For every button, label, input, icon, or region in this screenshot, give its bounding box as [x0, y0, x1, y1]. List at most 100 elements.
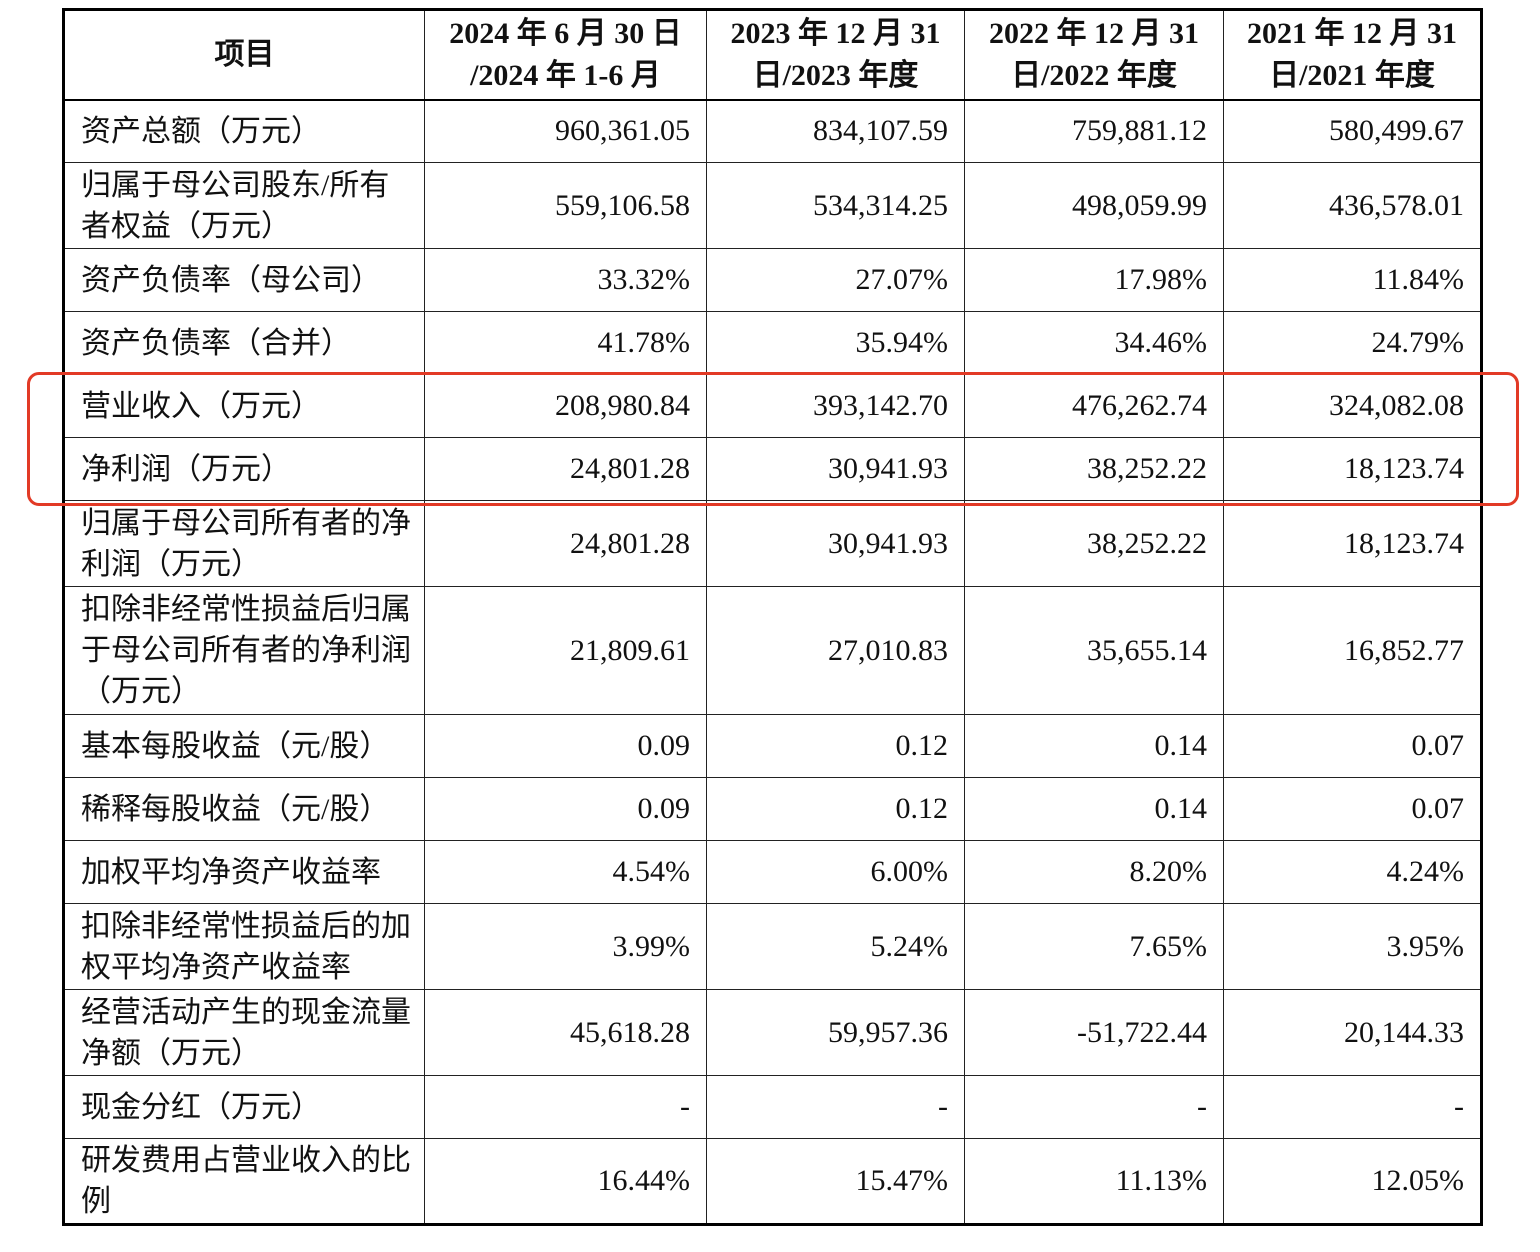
- table-row: 研发费用占营业收入的比例 16.44% 15.47% 11.13% 12.05%: [62, 1138, 1483, 1226]
- cell-value: 3.95%: [1223, 903, 1483, 990]
- table-row: 基本每股收益（元/股） 0.09 0.12 0.14 0.07: [62, 714, 1483, 778]
- table-row: 经营活动产生的现金流量净额（万元） 45,618.28 59,957.36 -5…: [62, 989, 1483, 1076]
- header-line: /2024 年 1-6 月: [470, 58, 661, 92]
- cell-value: 27.07%: [706, 248, 965, 312]
- row-label: 净利润（万元）: [62, 437, 425, 501]
- table-row: 扣除非经常性损益后的加权平均净资产收益率 3.99% 5.24% 7.65% 3…: [62, 903, 1483, 990]
- header-row: 项目 2024 年 6 月 30 日 /2024 年 1-6 月 2023 年 …: [62, 8, 1483, 101]
- cell-value: 21,809.61: [424, 586, 707, 715]
- table-row: 稀释每股收益（元/股） 0.09 0.12 0.14 0.07: [62, 777, 1483, 841]
- cell-value: 0.09: [424, 777, 707, 841]
- table-row: 归属于母公司股东/所有者权益（万元） 559,106.58 534,314.25…: [62, 162, 1483, 249]
- cell-value: 45,618.28: [424, 989, 707, 1076]
- header-line: 2021 年 12 月 31: [1247, 16, 1457, 50]
- header-line: 2024 年 6 月 30 日: [449, 16, 682, 50]
- row-label: 资产负债率（母公司）: [62, 248, 425, 312]
- header-line: 2022 年 12 月 31: [989, 16, 1199, 50]
- cell-value: 16.44%: [424, 1138, 707, 1226]
- cell-value: 960,361.05: [424, 99, 707, 163]
- header-period-2024h1: 2024 年 6 月 30 日 /2024 年 1-6 月: [424, 8, 707, 101]
- cell-value: 7.65%: [964, 903, 1224, 990]
- table-row: 资产负债率（母公司） 33.32% 27.07% 17.98% 11.84%: [62, 248, 1483, 312]
- cell-value: 33.32%: [424, 248, 707, 312]
- row-label: 扣除非经常性损益后归属于母公司所有者的净利润（万元）: [62, 586, 425, 715]
- row-label: 资产总额（万元）: [62, 99, 425, 163]
- cell-value: 534,314.25: [706, 162, 965, 249]
- cell-value: -: [424, 1075, 707, 1139]
- cell-value: 0.07: [1223, 777, 1483, 841]
- cell-value: 20,144.33: [1223, 989, 1483, 1076]
- row-label: 资产负债率（合并）: [62, 311, 425, 375]
- cell-value: -: [706, 1075, 965, 1139]
- cell-value: 35,655.14: [964, 586, 1224, 715]
- cell-value: 324,082.08: [1223, 374, 1483, 438]
- cell-value: 759,881.12: [964, 99, 1224, 163]
- cell-value: 0.14: [964, 777, 1224, 841]
- cell-value: 0.09: [424, 714, 707, 778]
- header-period-2022: 2022 年 12 月 31 日/2022 年度: [964, 8, 1224, 101]
- row-label: 归属于母公司所有者的净利润（万元）: [62, 500, 425, 587]
- table-row: 扣除非经常性损益后归属于母公司所有者的净利润（万元） 21,809.61 27,…: [62, 586, 1483, 715]
- cell-value: 436,578.01: [1223, 162, 1483, 249]
- row-label: 扣除非经常性损益后的加权平均净资产收益率: [62, 903, 425, 990]
- cell-value: 11.13%: [964, 1138, 1224, 1226]
- cell-value: 208,980.84: [424, 374, 707, 438]
- table-row: 营业收入（万元） 208,980.84 393,142.70 476,262.7…: [62, 374, 1483, 438]
- cell-value: 0.12: [706, 777, 965, 841]
- cell-value: 24,801.28: [424, 437, 707, 501]
- row-label: 营业收入（万元）: [62, 374, 425, 438]
- cell-value: 0.14: [964, 714, 1224, 778]
- cell-value: 30,941.93: [706, 500, 965, 587]
- header-item: 项目: [62, 8, 425, 101]
- row-label: 经营活动产生的现金流量净额（万元）: [62, 989, 425, 1076]
- cell-value: 34.46%: [964, 311, 1224, 375]
- table-row: 加权平均净资产收益率 4.54% 6.00% 8.20% 4.24%: [62, 840, 1483, 904]
- cell-value: 4.24%: [1223, 840, 1483, 904]
- row-label: 基本每股收益（元/股）: [62, 714, 425, 778]
- header-period-2021: 2021 年 12 月 31 日/2021 年度: [1223, 8, 1483, 101]
- header-line: 日/2021 年度: [1269, 58, 1435, 92]
- cell-value: 834,107.59: [706, 99, 965, 163]
- cell-value: 5.24%: [706, 903, 965, 990]
- row-label: 归属于母公司股东/所有者权益（万元）: [62, 162, 425, 249]
- cell-value: 12.05%: [1223, 1138, 1483, 1226]
- cell-value: 580,499.67: [1223, 99, 1483, 163]
- table-row: 资产负债率（合并） 41.78% 35.94% 34.46% 24.79%: [62, 311, 1483, 375]
- cell-value: 38,252.22: [964, 500, 1224, 587]
- header-line: 日/2023 年度: [752, 58, 919, 92]
- row-label: 现金分红（万元）: [62, 1075, 425, 1139]
- table-row: 现金分红（万元） - - - -: [62, 1075, 1483, 1139]
- cell-value: -: [964, 1075, 1224, 1139]
- table-row: 净利润（万元） 24,801.28 30,941.93 38,252.22 18…: [62, 437, 1483, 501]
- header-line: 日/2022 年度: [1011, 58, 1177, 92]
- cell-value: 11.84%: [1223, 248, 1483, 312]
- cell-value: 8.20%: [964, 840, 1224, 904]
- row-label: 稀释每股收益（元/股）: [62, 777, 425, 841]
- header-line: 2023 年 12 月 31: [730, 16, 941, 50]
- cell-value: 35.94%: [706, 311, 965, 375]
- cell-value: 6.00%: [706, 840, 965, 904]
- cell-value: 38,252.22: [964, 437, 1224, 501]
- table-row: 归属于母公司所有者的净利润（万元） 24,801.28 30,941.93 38…: [62, 500, 1483, 587]
- cell-value: 17.98%: [964, 248, 1224, 312]
- cell-value: 4.54%: [424, 840, 707, 904]
- cell-value: 3.99%: [424, 903, 707, 990]
- cell-value: 16,852.77: [1223, 586, 1483, 715]
- table-row: 资产总额（万元） 960,361.05 834,107.59 759,881.1…: [62, 99, 1483, 163]
- cell-value: 18,123.74: [1223, 437, 1483, 501]
- cell-value: -: [1223, 1075, 1483, 1139]
- cell-value: 0.12: [706, 714, 965, 778]
- financial-data-table: 项目 2024 年 6 月 30 日 /2024 年 1-6 月 2023 年 …: [62, 8, 1483, 1226]
- cell-value: 476,262.74: [964, 374, 1224, 438]
- row-label: 研发费用占营业收入的比例: [62, 1138, 425, 1226]
- cell-value: 27,010.83: [706, 586, 965, 715]
- cell-value: 15.47%: [706, 1138, 965, 1226]
- cell-value: 393,142.70: [706, 374, 965, 438]
- cell-value: 24.79%: [1223, 311, 1483, 375]
- cell-value: 41.78%: [424, 311, 707, 375]
- cell-value: 559,106.58: [424, 162, 707, 249]
- row-label: 加权平均净资产收益率: [62, 840, 425, 904]
- cell-value: 498,059.99: [964, 162, 1224, 249]
- cell-value: -51,722.44: [964, 989, 1224, 1076]
- cell-value: 59,957.36: [706, 989, 965, 1076]
